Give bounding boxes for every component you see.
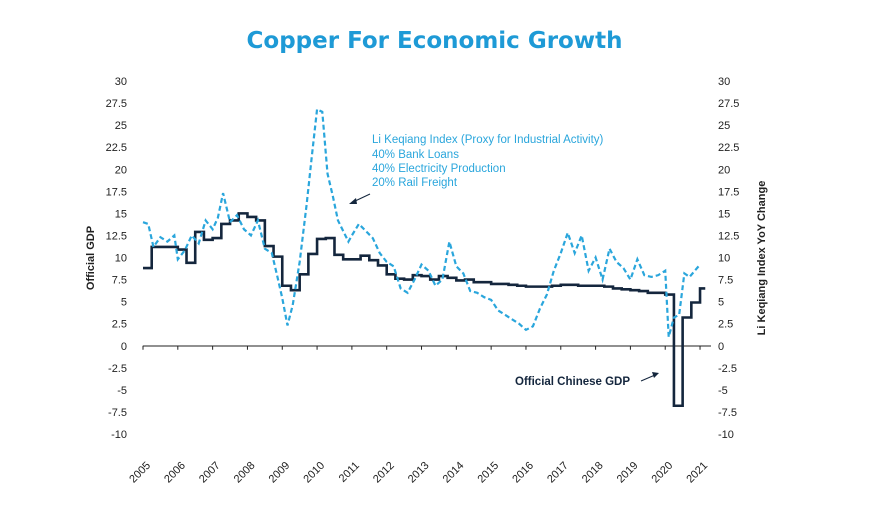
- x-tick-label: 2008: [232, 460, 258, 486]
- lk-annotation: Li Keqiang Index (Proxy for Industrial A…: [349, 134, 604, 204]
- y-tick-right-label: -5: [718, 385, 728, 397]
- x-tick-label: 2009: [267, 460, 293, 486]
- y-axis-label-left: Official GDP: [85, 226, 97, 290]
- y-tick-left-label: 12.5: [106, 230, 127, 242]
- x-tick-label: 2020: [650, 460, 676, 486]
- y-tick-left-label: 15: [115, 208, 127, 220]
- x-tick-label: 2015: [475, 460, 501, 486]
- x-tick-label: 2013: [406, 460, 432, 486]
- lk-annotation-line-2: 40% Bank Loans: [372, 149, 459, 161]
- y-tick-right-label: 12.5: [718, 230, 739, 242]
- y-tick-left-label: 25: [115, 120, 127, 132]
- x-tick-label: 2014: [441, 460, 467, 486]
- y-tick-right-label: 10: [718, 253, 730, 265]
- y-tick-right-label: 15: [718, 208, 730, 220]
- lk-annotation-line-3: 40% Electricity Production: [372, 163, 506, 175]
- series-line-li-keqiang: [142, 107, 701, 338]
- y-tick-left-label: -2.5: [108, 363, 127, 375]
- x-tick-label: 2019: [615, 460, 641, 486]
- gdp-annotation-label: Official Chinese GDP: [515, 376, 630, 388]
- y-tick-right-label: 17.5: [718, 186, 739, 198]
- y-tick-right-label: 0: [718, 341, 724, 353]
- x-tick-label: 2011: [337, 460, 362, 485]
- y-tick-right-label: 25: [718, 120, 730, 132]
- y-tick-right-label: 27.5: [718, 98, 739, 110]
- gdp-annotation: Official Chinese GDP: [515, 372, 659, 388]
- gdp-annotation-arrow: [640, 374, 656, 382]
- x-tick-label: 2018: [580, 460, 606, 486]
- y-tick-left-label: 5: [121, 297, 127, 309]
- y-tick-left-label: 7.5: [112, 275, 127, 287]
- y-tick-left-label: -5: [117, 385, 127, 397]
- y-axis-label-right: Li Keqiang Index YoY Change: [756, 181, 768, 336]
- lk-annotation-line-4: 20% Rail Freight: [372, 177, 458, 189]
- x-tick-label: 2012: [371, 460, 397, 486]
- x-tick-label: 2006: [162, 460, 188, 486]
- x-tick-label: 2017: [545, 460, 571, 486]
- y-tick-left-label: -7.5: [108, 407, 127, 419]
- y-tick-left-label: 20: [115, 164, 127, 176]
- y-tick-right-label: 20: [718, 164, 730, 176]
- gdp-annotation-arrowhead: [652, 372, 659, 378]
- y-tick-right-label: 22.5: [718, 142, 739, 154]
- y-tick-right-label: -7.5: [718, 407, 737, 419]
- y-tick-right-label: 30: [718, 76, 730, 88]
- y-tick-right-label: -10: [718, 429, 734, 441]
- y-tick-right-label: 5: [718, 297, 724, 309]
- x-tick-label: 2007: [197, 460, 223, 486]
- y-tick-right-label: -2.5: [718, 363, 737, 375]
- y-tick-left-label: 0: [121, 341, 127, 353]
- lk-annotation-arrowhead: [349, 198, 357, 204]
- y-tick-right-label: 7.5: [718, 275, 733, 287]
- x-tick-label: 2016: [510, 460, 536, 486]
- x-tick-label: 2005: [127, 460, 153, 486]
- chart-title: Copper For Economic Growth: [246, 28, 623, 54]
- x-tick-label: 2010: [301, 460, 327, 486]
- y-tick-left-label: 2.5: [112, 319, 127, 331]
- series-line-gdp: [143, 212, 706, 408]
- lk-annotation-line-1: Li Keqiang Index (Proxy for Industrial A…: [372, 134, 604, 146]
- y-tick-left-label: 10: [115, 253, 127, 265]
- x-tick-label: 2021: [684, 460, 710, 486]
- y-tick-left-label: 30: [115, 76, 127, 88]
- y-tick-left-label: -10: [111, 429, 127, 441]
- y-tick-left-label: 22.5: [106, 142, 127, 154]
- y-tick-right-label: 2.5: [718, 319, 733, 331]
- y-tick-left-label: 27.5: [106, 98, 127, 110]
- y-tick-left-label: 17.5: [106, 186, 127, 198]
